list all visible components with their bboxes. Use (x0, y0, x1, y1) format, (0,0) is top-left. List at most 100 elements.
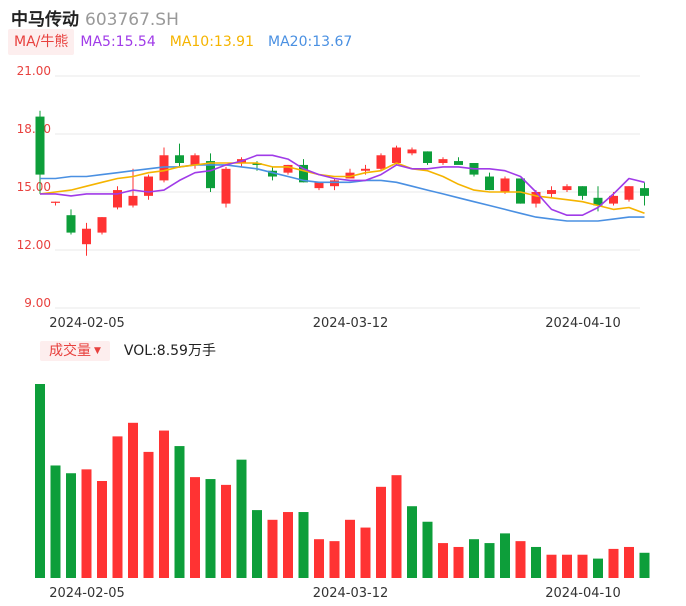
candle-body (128, 195, 138, 206)
volume-bar (252, 510, 262, 578)
volume-bar (531, 546, 541, 578)
volume-indicator-selector[interactable]: 成交量 ▼ (40, 341, 110, 361)
ma5-line (40, 154, 645, 216)
volume-bar (283, 512, 293, 578)
volume-bar (97, 481, 107, 578)
candle (392, 145, 401, 165)
volume-bar (221, 484, 231, 578)
candle-body (578, 186, 587, 196)
candle-body (175, 155, 184, 163)
volume-bar (562, 554, 572, 578)
date-tick-label: 2024-03-12 (313, 316, 389, 331)
candle-body (144, 176, 153, 196)
candle-body (454, 161, 463, 165)
volume-bar (143, 451, 154, 578)
volume-bar (128, 422, 138, 578)
candle-body (82, 228, 91, 245)
volume-bar (236, 459, 247, 578)
candle (469, 163, 479, 177)
stock-header: 中马传动 603767.SH (11, 5, 179, 30)
volume-bar (314, 539, 324, 578)
candle-body (423, 151, 432, 163)
ma-legend: MA/牛熊 MA5:15.54 MA10:13.91 MA20:13.67 (8, 29, 366, 55)
candlestick-series (35, 110, 649, 256)
volume-bar (546, 554, 557, 578)
candle-body (640, 188, 649, 196)
volume-bar (391, 475, 402, 578)
candle-body (624, 186, 634, 200)
candle-body (113, 190, 122, 208)
candle (640, 182, 649, 206)
candle-body (159, 155, 169, 181)
volume-bar (174, 446, 185, 578)
volume-bar (422, 521, 433, 578)
candle (66, 209, 76, 235)
candle-body (376, 155, 386, 169)
candle-body (562, 186, 572, 191)
volume-bar (407, 506, 417, 578)
ma10-legend-item: MA10:13.91 (169, 34, 255, 50)
candle (376, 153, 386, 171)
volume-bar (205, 479, 216, 578)
volume-bar (515, 541, 526, 578)
date-tick-label: 2024-02-05 (49, 316, 125, 331)
price-tick-label: 12.00 (17, 238, 51, 252)
volume-bar (453, 546, 464, 578)
candle (113, 186, 122, 210)
candle-body (407, 149, 417, 154)
candle (454, 157, 463, 165)
price-tick-label: 9.00 (24, 296, 51, 310)
candle-body (314, 182, 324, 189)
candle (190, 153, 200, 169)
volume-bar (608, 548, 619, 578)
candle (423, 151, 432, 165)
volume-bar (267, 519, 278, 578)
candle (221, 166, 231, 208)
volume-bar (190, 477, 200, 578)
volume-value: VOL:8.59万手 (123, 343, 216, 359)
volume-bar (438, 543, 448, 578)
candle-body (190, 155, 200, 165)
moving-average-lines (39, 154, 645, 222)
candle (438, 157, 448, 165)
volume-bar (329, 541, 340, 578)
candle-body (330, 180, 339, 187)
ma20-line (40, 164, 645, 222)
volume-bar (35, 384, 45, 578)
candle-body (221, 168, 231, 204)
volume-date-tick-label: 2024-02-05 (49, 586, 125, 601)
candle (562, 184, 572, 192)
candle (516, 178, 525, 204)
stock-code: 603767.SH (85, 10, 179, 30)
candle (314, 182, 324, 191)
candle-body (252, 163, 262, 165)
candle (97, 217, 107, 235)
candle-body (268, 170, 277, 177)
candle (144, 174, 153, 200)
price-tick-label: 15.00 (17, 180, 51, 194)
candle (206, 153, 215, 192)
candle-body (35, 116, 45, 175)
candle (128, 168, 138, 208)
volume-date-tick-label: 2024-03-12 (313, 586, 389, 601)
price-tick-label: 21.00 (17, 64, 51, 78)
volume-date-tick-label: 2024-04-10 (545, 586, 621, 601)
candle-body (438, 159, 448, 163)
ma-indicator-selector[interactable]: MA/牛熊 (8, 29, 75, 55)
candle (624, 186, 634, 202)
candle-body (361, 168, 370, 171)
volume-bar (81, 469, 92, 578)
price-axis: 21.00 18.00 15.00 12.00 9.00 (17, 64, 51, 310)
ma5-legend-item: MA5:15.54 (80, 34, 156, 50)
candle-body (547, 190, 556, 194)
volume-bar (298, 512, 309, 578)
candle-body (97, 217, 107, 233)
ma10-line (39, 162, 645, 215)
candle-body (66, 215, 76, 233)
candle (175, 143, 184, 167)
candle (500, 176, 510, 194)
candle-body (609, 195, 618, 204)
candle-body (345, 172, 355, 179)
volume-bar (469, 539, 479, 578)
